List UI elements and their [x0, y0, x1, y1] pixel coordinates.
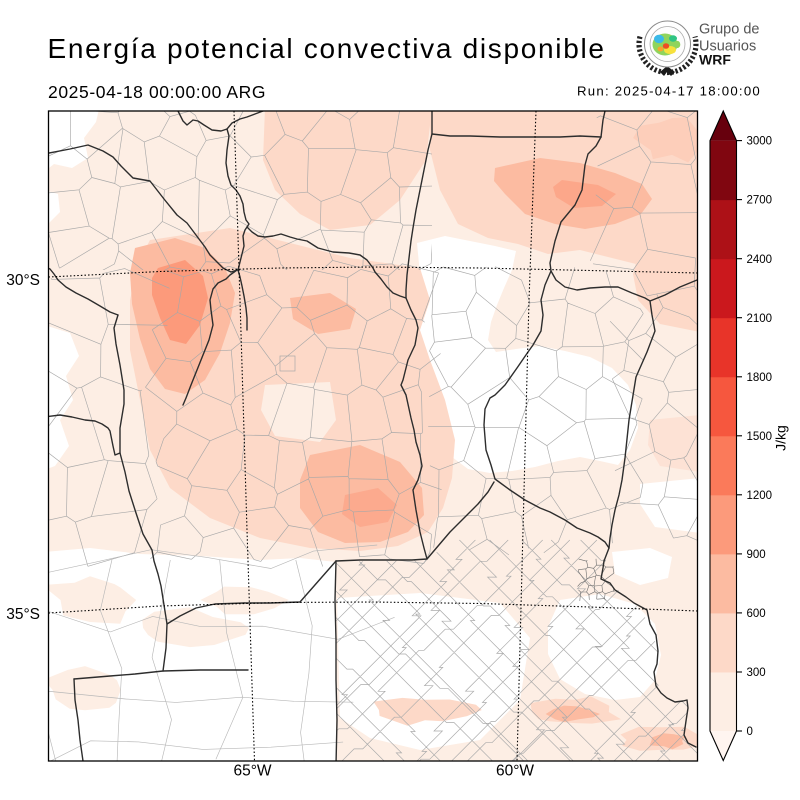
svg-text:Grupo de: Grupo de	[699, 22, 759, 38]
svg-text:2100: 2100	[747, 313, 773, 325]
svg-text:60°W: 60°W	[496, 763, 534, 780]
svg-text:0: 0	[747, 726, 753, 738]
svg-text:900: 900	[747, 549, 766, 561]
svg-text:65°W: 65°W	[233, 763, 271, 780]
svg-text:Run: 2025-04-17 18:00:00: Run: 2025-04-17 18:00:00	[577, 84, 761, 99]
svg-text:30°S: 30°S	[6, 272, 40, 289]
svg-text:3000: 3000	[747, 136, 773, 148]
svg-text:Usuarios: Usuarios	[699, 39, 756, 55]
svg-text:WRF: WRF	[699, 52, 731, 68]
svg-text:1500: 1500	[747, 431, 773, 443]
svg-text:300: 300	[747, 667, 766, 679]
svg-text:2700: 2700	[747, 195, 773, 207]
svg-text:1800: 1800	[747, 372, 773, 384]
svg-text:35°S: 35°S	[6, 606, 40, 623]
svg-text:Energía potencial convectiva d: Energía potencial convectiva disponible	[48, 33, 606, 64]
svg-text:J/kg: J/kg	[773, 425, 789, 451]
svg-text:1200: 1200	[747, 490, 773, 502]
svg-text:2400: 2400	[747, 254, 773, 266]
svg-text:2025-04-18 00:00:00 ARG: 2025-04-18 00:00:00 ARG	[48, 82, 266, 102]
svg-text:600: 600	[747, 608, 766, 620]
